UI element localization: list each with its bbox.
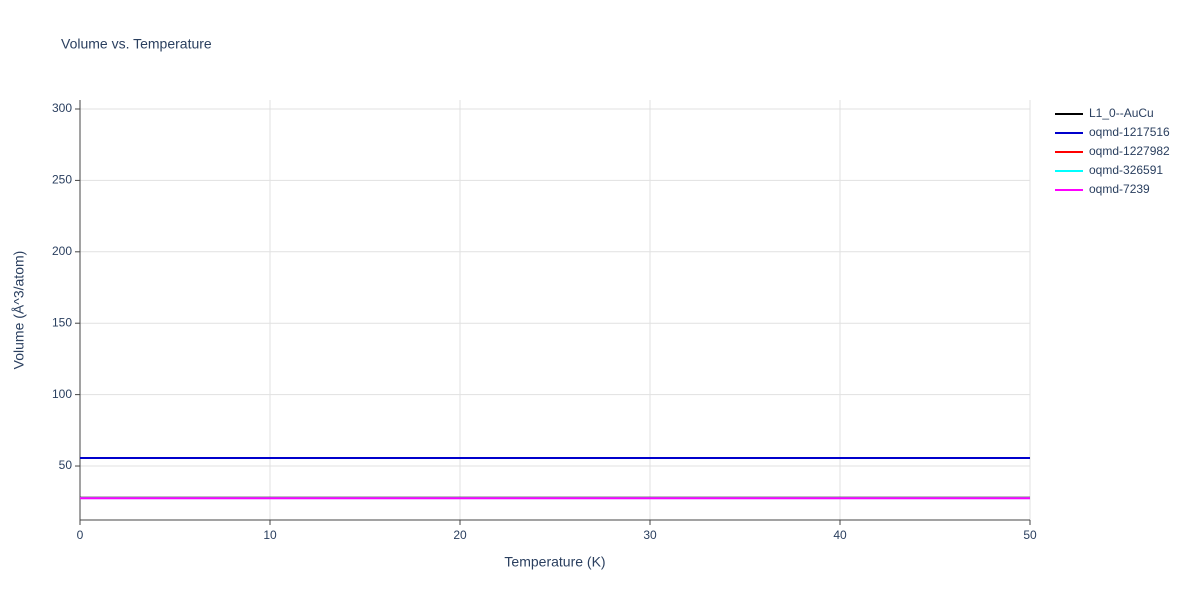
x-tick-label: 0 <box>77 528 84 542</box>
legend-label: L1_0--AuCu <box>1089 106 1154 120</box>
x-axis-label: Temperature (K) <box>504 554 605 570</box>
y-tick-label: 200 <box>52 244 72 258</box>
y-tick-label: 50 <box>59 458 73 472</box>
legend-label: oqmd-1227982 <box>1089 144 1170 158</box>
x-tick-label: 10 <box>263 528 277 542</box>
y-tick-label: 250 <box>52 173 72 187</box>
x-tick-label: 50 <box>1023 528 1037 542</box>
y-tick-label: 300 <box>52 101 72 115</box>
x-tick-label: 40 <box>833 528 847 542</box>
y-axis-label: Volume (Å^3/atom) <box>11 251 27 370</box>
x-tick-label: 20 <box>453 528 467 542</box>
x-tick-label: 30 <box>643 528 657 542</box>
legend-label: oqmd-326591 <box>1089 163 1163 177</box>
y-tick-label: 150 <box>52 315 72 329</box>
y-tick-label: 100 <box>52 387 72 401</box>
legend-label: oqmd-1217516 <box>1089 125 1170 139</box>
legend-label: oqmd-7239 <box>1089 182 1150 196</box>
chart-title: Volume vs. Temperature <box>61 36 212 52</box>
